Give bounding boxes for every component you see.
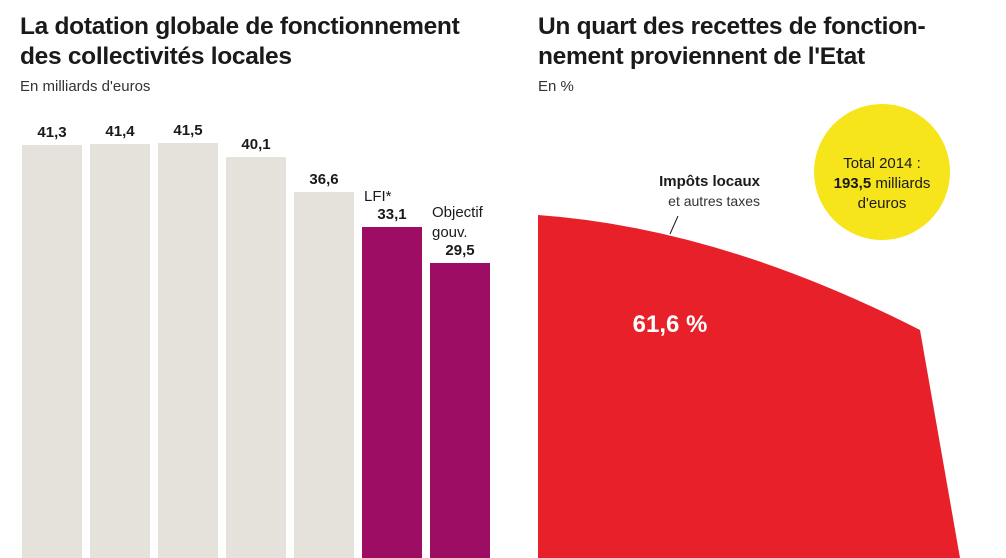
bar-7 (430, 263, 490, 558)
pie-slice-value-label: 61,6 % (633, 311, 708, 338)
bar-annotation-7: Objectif gouv. (432, 204, 484, 241)
bar-4 (226, 157, 286, 558)
pie-chart-panel: Un quart des recettes de fonction- nemen… (520, 0, 1006, 558)
pie-slice-sublabel: et autres taxes (668, 193, 760, 209)
bar-value-label-7: 29,5 (445, 242, 474, 259)
bar-chart-title: La dotation globale de fonctionnement de… (20, 12, 460, 72)
total-line-2: 193,5 milliards (834, 175, 931, 192)
bar-chart-panel: La dotation globale de fonctionnement de… (20, 12, 490, 558)
bar-value-label-3: 41,5 (173, 122, 202, 139)
bar-2 (90, 144, 150, 558)
pie-slice-1 (538, 215, 960, 558)
total-line-1: Total 2014 : (843, 155, 921, 172)
pie-chart-plot: 61,6 % Impôts locaux et autres taxes Total … (538, 104, 960, 558)
bar-value-label-6: 33,1 (377, 206, 406, 223)
pie-leader-line (669, 215, 679, 235)
total-line-3: d'euros (858, 195, 907, 212)
total-badge (814, 104, 950, 240)
bar-value-label-4: 40,1 (241, 136, 270, 153)
bar-value-label-2: 41,4 (105, 123, 135, 140)
pie-chart-title-line-1: Un quart des recettes de fonction- (538, 13, 926, 40)
bar-5 (294, 192, 354, 558)
bar-chart-title-line-1: La dotation globale de fonctionnement (20, 13, 460, 40)
total-value: 193,5 (834, 175, 872, 192)
pie-chart-title: Un quart des recettes de fonction- nemen… (538, 12, 926, 72)
bar-6 (362, 227, 422, 558)
bar-value-label-5: 36,6 (309, 171, 338, 188)
bar-chart-subtitle: En milliards d'euros (20, 78, 151, 95)
pie-chart-subtitle: En % (538, 78, 574, 95)
bar-1 (22, 145, 82, 558)
total-unit: milliards (871, 175, 930, 192)
bar-annotation-6: LFI* (364, 188, 392, 205)
bar-3 (158, 143, 218, 558)
pie-chart-title-line-2: nement proviennent de l'Etat (538, 43, 865, 70)
bar-value-label-1: 41,3 (37, 124, 66, 141)
bar-chart-title-line-2: des collectivités locales (20, 43, 292, 70)
pie-slice-label: Impôts locaux (659, 173, 761, 190)
